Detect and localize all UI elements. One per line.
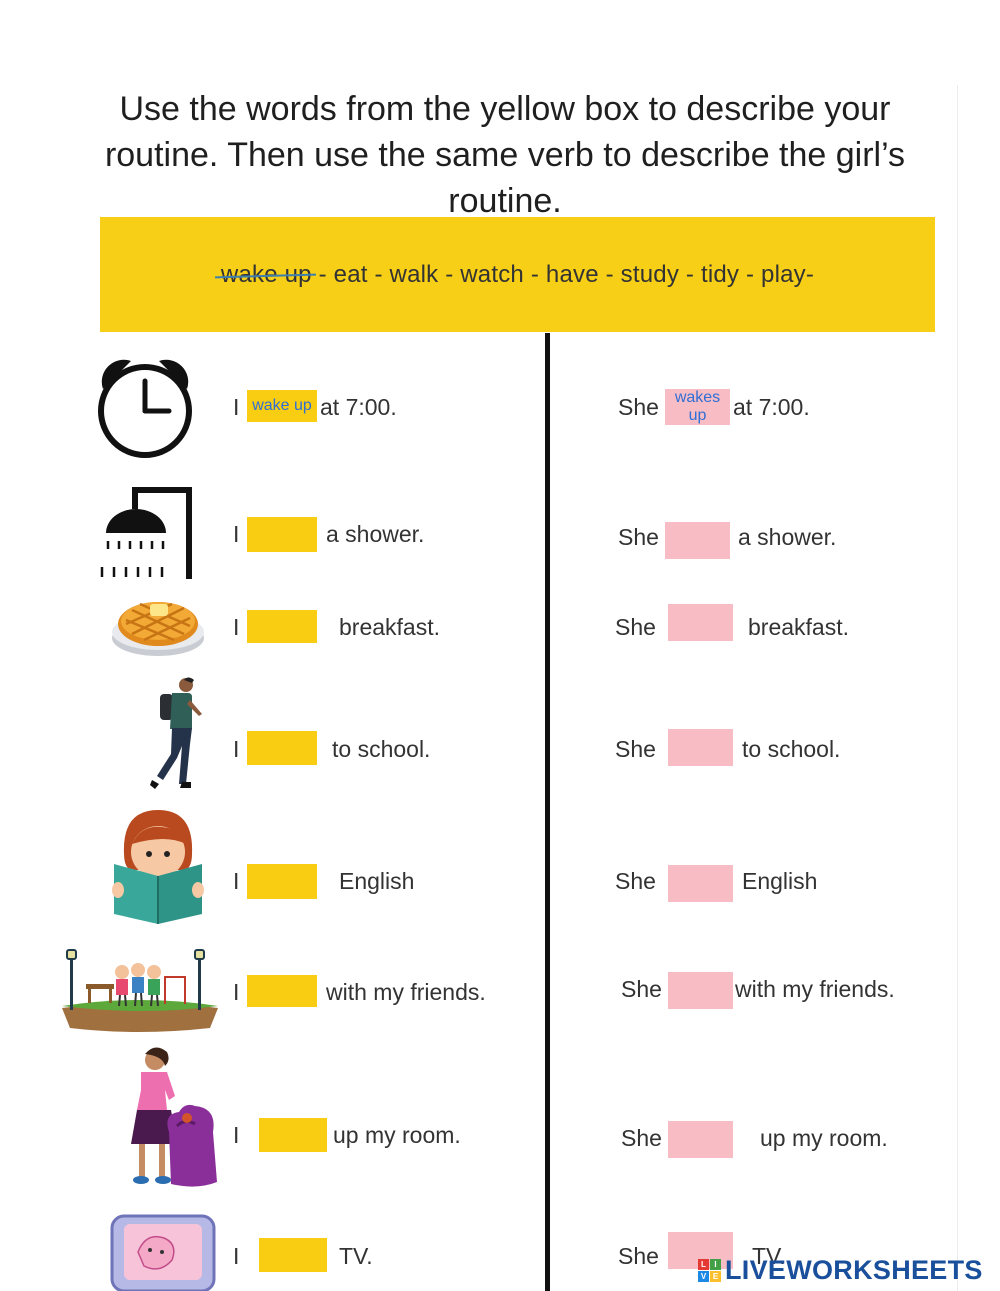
instructions: Use the words from the yellow box to des… xyxy=(104,90,906,220)
remaining-words: - eat - walk - watch - have - study - ti… xyxy=(311,261,815,288)
sentence-suffix-she: TV. xyxy=(752,1243,786,1269)
answer-box-she[interactable] xyxy=(668,865,733,902)
sentence-suffix-she: with my friends. xyxy=(735,976,895,1002)
shower-icon xyxy=(98,487,196,581)
girl-reading-icon xyxy=(112,808,204,926)
sentence-suffix-she: a shower. xyxy=(738,524,837,550)
answer-text-she xyxy=(668,1121,733,1158)
pronoun-i: I xyxy=(233,979,240,1005)
answer-box-i[interactable] xyxy=(247,864,317,899)
answer-box-she[interactable]: wakes up xyxy=(665,389,730,425)
answer-text-she xyxy=(668,604,733,641)
sentence-suffix-i: up my room. xyxy=(333,1122,461,1148)
pronoun-i: I xyxy=(233,521,240,547)
answer-text-she: wakes up xyxy=(674,389,721,424)
pronoun-she: She xyxy=(618,524,659,550)
sentence-suffix-she: breakfast. xyxy=(748,614,849,640)
pronoun-i: I xyxy=(233,868,240,894)
answer-text-i xyxy=(247,731,317,765)
answer-text-i: wake up xyxy=(252,397,312,414)
pronoun-she: She xyxy=(615,614,656,640)
pronoun-i: I xyxy=(233,394,240,420)
answer-box-she[interactable] xyxy=(665,522,730,559)
word-list: wake up - eat - walk - watch - have - st… xyxy=(100,261,935,289)
kids-playground-icon xyxy=(60,946,220,1036)
answer-box-i[interactable] xyxy=(247,975,317,1007)
sentence-suffix-i: to school. xyxy=(332,736,431,762)
word-box: wake up - eat - walk - watch - have - st… xyxy=(100,217,935,332)
walking-student-icon xyxy=(150,676,206,792)
pronoun-she: She xyxy=(618,1243,659,1269)
liveworksheets-logo-icon: L I V E xyxy=(698,1258,721,1282)
answer-box-she[interactable] xyxy=(668,972,733,1009)
pronoun-she: She xyxy=(615,868,656,894)
answer-box-she[interactable] xyxy=(668,1121,733,1158)
answer-text-i xyxy=(247,610,317,643)
answer-text-i xyxy=(247,864,317,899)
sentence-suffix-i: English xyxy=(339,868,415,894)
column-divider xyxy=(545,333,550,1291)
pronoun-she: She xyxy=(621,1125,662,1151)
pronoun-she: She xyxy=(621,976,662,1002)
brand-name: LIVEWORKSHEETS xyxy=(725,1254,983,1285)
alarm-clock-icon xyxy=(97,353,193,461)
sentence-suffix-i: a shower. xyxy=(326,521,425,547)
answer-text-she xyxy=(668,972,733,1009)
answer-box-i[interactable] xyxy=(259,1238,327,1272)
sentence-suffix-i: TV. xyxy=(339,1243,373,1269)
television-icon xyxy=(110,1212,216,1291)
logo-letter: L xyxy=(698,1258,709,1270)
pronoun-i: I xyxy=(233,1122,240,1148)
logo-letter: E xyxy=(710,1270,721,1282)
answer-text-she xyxy=(665,522,730,559)
answer-text-i xyxy=(247,517,317,552)
pronoun-i: I xyxy=(233,1243,240,1269)
sentence-suffix-i: at 7:00. xyxy=(320,394,397,420)
answer-box-i[interactable]: wake up xyxy=(247,390,317,422)
sentence-suffix-she: up my room. xyxy=(760,1125,888,1151)
waffle-icon xyxy=(110,592,206,660)
sentence-suffix-i: with my friends. xyxy=(326,979,486,1005)
sentence-suffix-i: breakfast. xyxy=(339,614,440,640)
logo-letter: I xyxy=(710,1258,721,1270)
answer-box-i[interactable] xyxy=(247,517,317,552)
answer-text-she xyxy=(668,729,733,766)
pronoun-she: She xyxy=(618,394,659,420)
sentence-suffix-she: at 7:00. xyxy=(733,394,810,420)
answer-text-i xyxy=(259,1118,327,1152)
struck-word: wake up xyxy=(220,261,312,288)
sentence-suffix-she: English xyxy=(742,868,818,894)
pronoun-she: She xyxy=(615,736,656,762)
logo-letter: V xyxy=(698,1270,709,1282)
answer-box-she[interactable] xyxy=(668,729,733,766)
answer-text-i xyxy=(259,1238,327,1272)
answer-text-i xyxy=(247,975,317,1007)
answer-text-she xyxy=(668,865,733,902)
answer-box-i[interactable] xyxy=(247,731,317,765)
liveworksheets-brand: L I V E LIVEWORKSHEETS xyxy=(698,1255,983,1285)
answer-box-she[interactable] xyxy=(668,604,733,641)
answer-box-i[interactable] xyxy=(247,610,317,643)
pronoun-i: I xyxy=(233,736,240,762)
pronoun-i: I xyxy=(233,614,240,640)
sentence-suffix-she: to school. xyxy=(742,736,841,762)
answer-box-i[interactable] xyxy=(259,1118,327,1152)
woman-tidying-icon xyxy=(125,1046,219,1188)
page-edge-line xyxy=(957,85,958,1291)
